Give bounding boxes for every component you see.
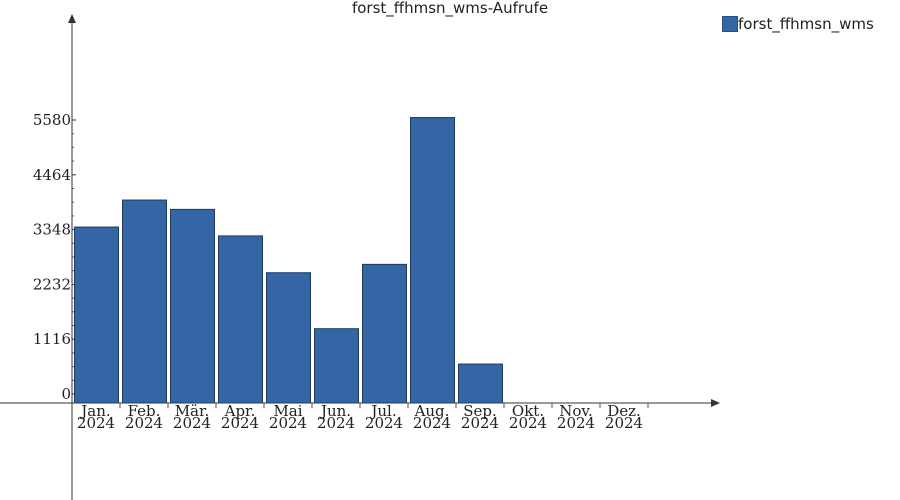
bar-2 — [170, 208, 215, 404]
y-tick-label: 0 — [61, 385, 71, 403]
x-tick-label-year: 2024 — [317, 414, 355, 432]
y-tick-label: 3348 — [33, 221, 71, 239]
x-tick-label-month: Sep. — [463, 402, 497, 420]
bar-0 — [74, 226, 119, 404]
x-tick-label-year: 2024 — [125, 414, 163, 432]
x-tick-label-year: 2024 — [173, 414, 211, 432]
y-axis-arrow — [68, 14, 76, 23]
x-tick-label-month: Okt. — [512, 402, 544, 420]
bar-6 — [362, 263, 407, 404]
x-tick-label-month: Feb. — [128, 402, 161, 420]
x-tick-label-month: Nov. — [559, 402, 593, 420]
x-tick-label-month: Mai — [273, 402, 302, 420]
bar-5 — [314, 328, 359, 404]
x-tick-label-month: Mär. — [175, 402, 210, 420]
x-tick-label-year: 2024 — [269, 414, 307, 432]
x-tick-label-year: 2024 — [413, 414, 451, 432]
y-tick-label: 5580 — [33, 111, 71, 129]
x-tick-label-month: Dez. — [607, 402, 641, 420]
x-tick-label-year: 2024 — [221, 414, 259, 432]
legend: forst_ffhmsn_wms — [722, 14, 874, 34]
y-tick-label: 4464 — [33, 166, 71, 184]
x-tick-label-month: Jul. — [369, 402, 396, 420]
x-tick-label-year: 2024 — [509, 414, 547, 432]
x-tick-label-month: Aug. — [414, 402, 450, 420]
bar-4 — [266, 272, 311, 404]
x-tick-label-month: Jun. — [319, 402, 351, 420]
legend-swatch — [722, 16, 738, 32]
bar-3 — [218, 235, 263, 404]
x-tick-label-year: 2024 — [557, 414, 595, 432]
x-tick-label-year: 2024 — [605, 414, 643, 432]
x-axis-arrow — [711, 399, 720, 407]
x-tick-label-month: Jan. — [79, 402, 110, 420]
x-tick-label-month: Apr. — [224, 402, 256, 420]
bar-7 — [410, 117, 455, 404]
y-tick-label: 1116 — [33, 330, 71, 348]
x-tick-label-year: 2024 — [461, 414, 499, 432]
bar-1 — [122, 199, 167, 404]
x-tick-label-year: 2024 — [77, 414, 115, 432]
bar-8 — [458, 363, 503, 404]
chart-title: forst_ffhmsn_wms-Aufrufe — [351, 0, 549, 17]
y-tick-label: 2232 — [33, 275, 71, 293]
x-tick-label-year: 2024 — [365, 414, 403, 432]
legend-label: forst_ffhmsn_wms — [738, 15, 874, 33]
